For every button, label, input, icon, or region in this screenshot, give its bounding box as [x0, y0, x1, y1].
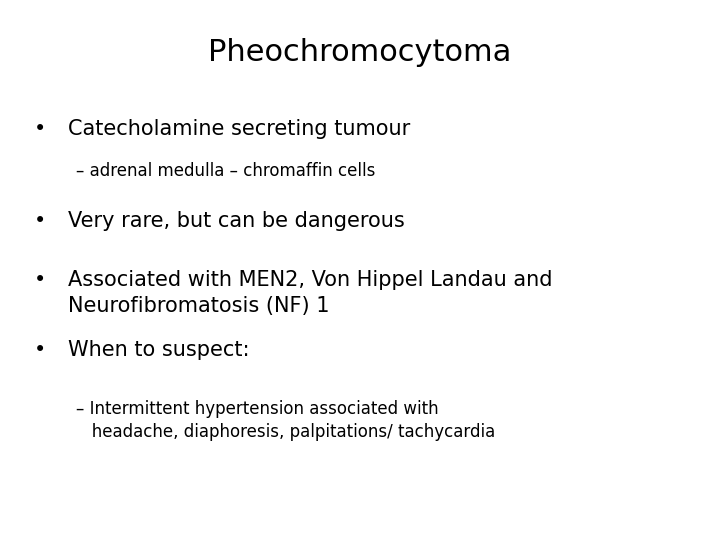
Text: Very rare, but can be dangerous: Very rare, but can be dangerous: [68, 211, 405, 231]
Text: •: •: [33, 270, 46, 290]
Text: •: •: [33, 119, 46, 139]
Text: – Intermittent hypertension associated with
   headache, diaphoresis, palpitatio: – Intermittent hypertension associated w…: [76, 400, 495, 441]
Text: When to suspect:: When to suspect:: [68, 340, 250, 360]
Text: •: •: [33, 340, 46, 360]
Text: Associated with MEN2, Von Hippel Landau and
Neurofibromatosis (NF) 1: Associated with MEN2, Von Hippel Landau …: [68, 270, 553, 315]
Text: Pheochromocytoma: Pheochromocytoma: [208, 38, 512, 67]
Text: – adrenal medulla – chromaffin cells: – adrenal medulla – chromaffin cells: [76, 162, 375, 180]
Text: Catecholamine secreting tumour: Catecholamine secreting tumour: [68, 119, 410, 139]
Text: •: •: [33, 211, 46, 231]
